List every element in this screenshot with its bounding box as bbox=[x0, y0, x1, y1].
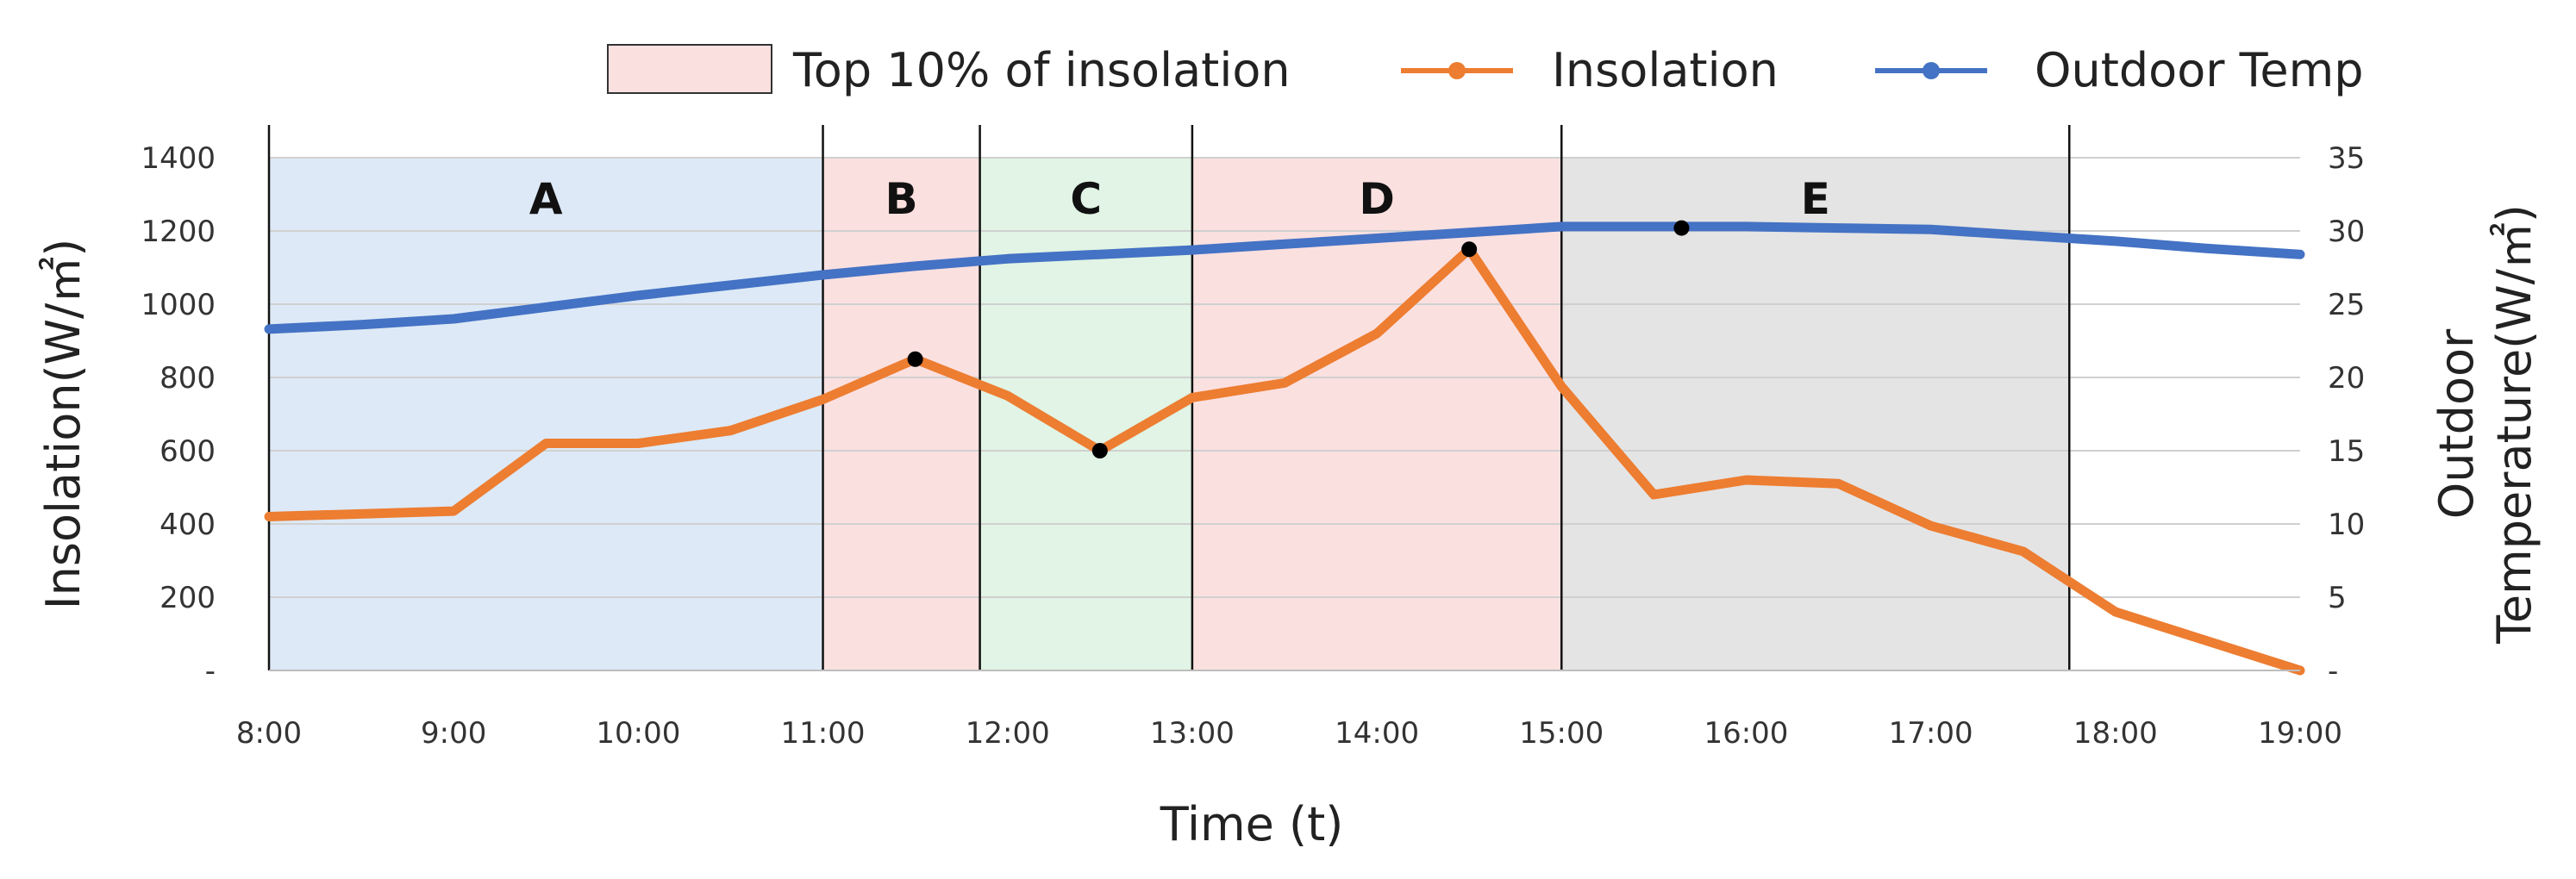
x-tick-label: 17:00 bbox=[1889, 716, 1973, 751]
y2-tick-label: - bbox=[2328, 654, 2338, 689]
data-marker bbox=[907, 351, 923, 367]
legend-temp-dot bbox=[1923, 62, 1940, 79]
y2-tick-label: 10 bbox=[2328, 508, 2365, 542]
boundary-layer bbox=[267, 125, 2071, 670]
y-tick-label: 600 bbox=[159, 434, 216, 469]
x-tick-label: 13:00 bbox=[1150, 716, 1235, 751]
marker-layer bbox=[907, 220, 1690, 458]
y2-tick-label: 35 bbox=[2328, 141, 2365, 176]
y-tick-label: 1200 bbox=[141, 215, 216, 249]
data-marker bbox=[1091, 443, 1108, 458]
x-tick-label: 8:00 bbox=[236, 716, 302, 751]
legend-temp-label: Outdoor Temp bbox=[2035, 43, 2364, 97]
x-tick-label: 11:00 bbox=[781, 716, 866, 751]
y2-tick-label: 30 bbox=[2328, 215, 2365, 249]
legend: Top 10% of insolation Insolation Outdoor… bbox=[607, 43, 2364, 97]
series-insolation bbox=[264, 244, 2305, 676]
x-tick-label: 18:00 bbox=[2073, 716, 2158, 751]
x-tick-label: 14:00 bbox=[1335, 716, 1419, 751]
series-outdoor-temp bbox=[264, 221, 2305, 334]
y2-axis-title-line2: Temperature(W/㎡) bbox=[2487, 204, 2542, 645]
series-layer bbox=[264, 221, 2305, 676]
region-label-c: C bbox=[1070, 174, 1102, 224]
y2-tick-label: 5 bbox=[2328, 581, 2347, 615]
regions-layer bbox=[269, 158, 2070, 670]
legend-top10-label: Top 10% of insolation bbox=[792, 43, 1291, 97]
y-tick-label: 200 bbox=[159, 581, 216, 615]
region-label-d: D bbox=[1359, 174, 1395, 224]
x-tick-label: 19:00 bbox=[2258, 716, 2342, 751]
x-axis-title: Time (t) bbox=[1160, 797, 1344, 851]
y-tick-label: 1000 bbox=[141, 288, 216, 322]
x-tick-label: 9:00 bbox=[421, 716, 486, 751]
y-tick-label: - bbox=[205, 654, 216, 689]
grid-layer bbox=[269, 157, 2300, 598]
y2-tick-label: 25 bbox=[2328, 288, 2365, 322]
x-tick-label: 16:00 bbox=[1704, 716, 1788, 751]
y-tick-label: 400 bbox=[159, 508, 216, 542]
y-axis-title: Insolation(W/㎡) bbox=[36, 239, 91, 610]
y2-axis-title-line1: Outdoor bbox=[2429, 328, 2484, 519]
region-a bbox=[269, 158, 823, 670]
y2-tick-label: 15 bbox=[2328, 434, 2365, 469]
y-tick-label: 800 bbox=[159, 361, 216, 396]
axis-layer: - 200 400 600 800 1000 1200 1400 - 5 10 15 20 25 30 35 8… bbox=[141, 141, 2365, 751]
x-tick-label: 12:00 bbox=[966, 716, 1050, 751]
legend-insolation-dot bbox=[1448, 62, 1466, 79]
region-b bbox=[822, 158, 980, 670]
region-label-b: B bbox=[885, 174, 918, 224]
region-label-layer: A B C D E bbox=[529, 174, 1830, 224]
data-marker bbox=[1673, 220, 1690, 236]
x-tick-label: 15:00 bbox=[1519, 716, 1604, 751]
legend-top10-swatch bbox=[607, 44, 772, 94]
data-marker bbox=[1461, 241, 1478, 258]
region-e bbox=[1561, 158, 2070, 670]
region-label-a: A bbox=[529, 174, 563, 224]
region-label-e: E bbox=[1801, 174, 1830, 224]
x-tick-label: 10:00 bbox=[596, 716, 680, 751]
y-tick-label: 1400 bbox=[141, 141, 216, 176]
legend-insolation-label: Insolation bbox=[1552, 43, 1779, 97]
y2-tick-label: 20 bbox=[2328, 361, 2365, 396]
